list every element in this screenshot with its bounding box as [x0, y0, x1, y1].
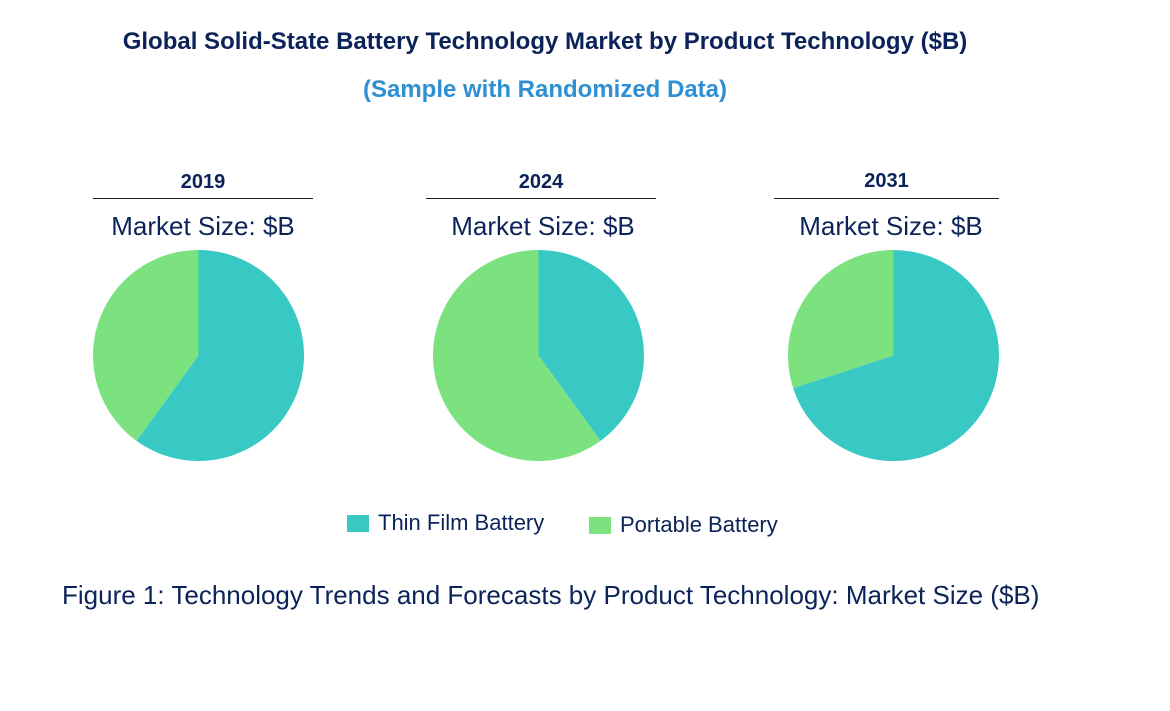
pie-slice-2024-portable [433, 250, 601, 461]
legend-item-thin-film: Thin Film Battery [347, 508, 544, 538]
figure-caption: Figure 1: Technology Trends and Forecast… [62, 580, 1040, 610]
year-label-2019: 2019 [180, 171, 226, 193]
pie-chart-2019 [92, 250, 304, 461]
year-divider-2024 [426, 198, 656, 199]
legend-item-portable: Portable Battery [589, 510, 778, 540]
pie-slice-2019-thin-film [136, 250, 304, 461]
pie-chart-2024 [433, 250, 644, 461]
year-divider-2019 [93, 198, 313, 199]
pie-slice-2024-thin-film [538, 250, 644, 441]
pie-slice-2031-thin-film [793, 250, 999, 461]
pie-slice-2031-portable [788, 250, 894, 389]
legend-label-portable: Portable Battery [620, 512, 778, 537]
year-label-2024: 2024 [518, 171, 564, 193]
pie-slice-2019-portable [92, 250, 199, 441]
legend-swatch-portable [589, 516, 611, 534]
chart-subtitle: (Sample with Randomized Data) [362, 76, 728, 103]
chart-title: Global Solid-State Battery Technology Ma… [122, 28, 968, 55]
market-size-label-2031: Market Size: $B [799, 211, 983, 241]
legend-label-thin-film: Thin Film Battery [378, 510, 545, 535]
market-size-label-2024: Market Size: $B [451, 211, 635, 241]
market-size-label-2019: Market Size: $B [111, 211, 295, 241]
year-label-2031: 2031 [864, 170, 909, 192]
pie-chart-2031 [788, 250, 999, 461]
legend-swatch-thin-film [347, 514, 369, 532]
year-divider-2031 [774, 198, 999, 199]
